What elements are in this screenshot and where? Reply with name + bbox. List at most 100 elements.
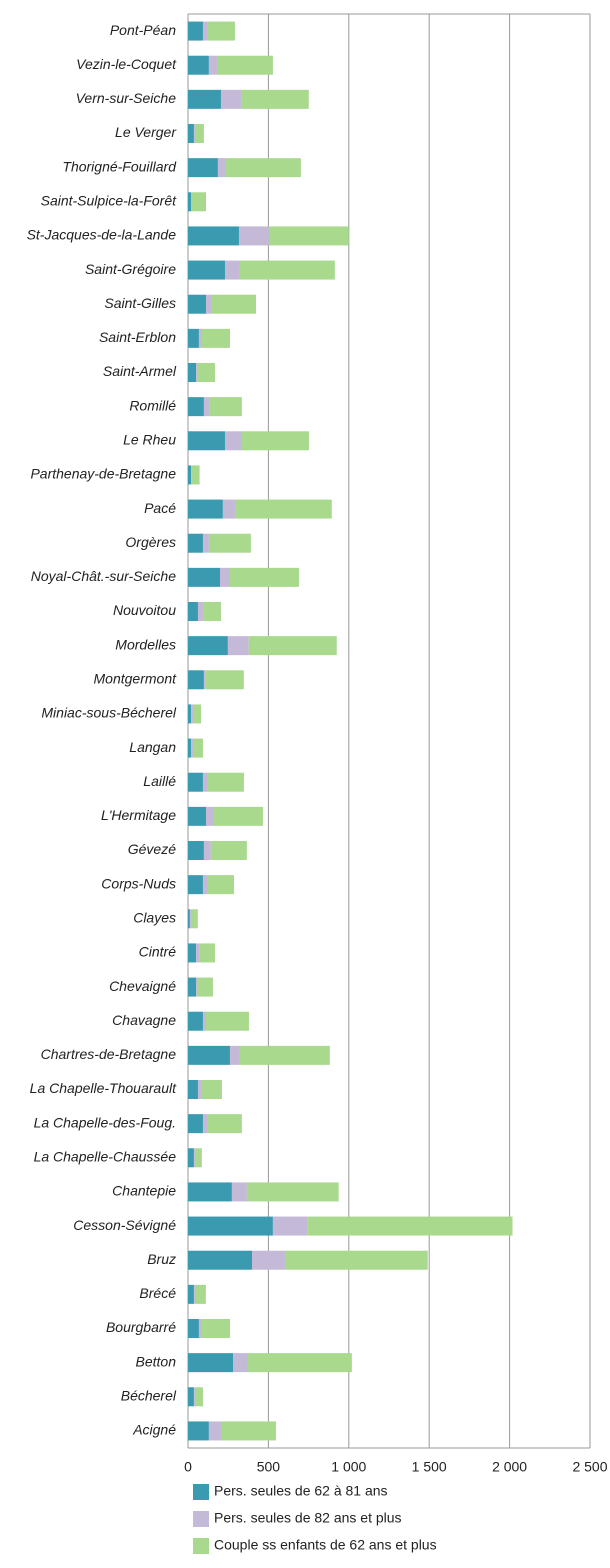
bar-segment	[188, 909, 190, 928]
y-tick-label: Bruz	[147, 1251, 176, 1267]
bar-segment	[195, 1148, 202, 1167]
bar-segment	[308, 1217, 513, 1236]
bar-segment	[191, 909, 198, 928]
bar-segment	[225, 261, 240, 280]
bar-segment	[188, 500, 223, 519]
bar-segment	[188, 397, 204, 416]
bar-segment	[188, 602, 198, 621]
y-tick-label: Corps-Nuds	[101, 875, 176, 891]
bar-segment	[188, 22, 203, 41]
bar-segment	[240, 1046, 330, 1065]
bar-segment	[203, 773, 207, 792]
y-tick-label: Orgères	[125, 534, 176, 550]
y-tick-label: Chantepie	[112, 1183, 176, 1199]
bar-segment	[199, 329, 202, 348]
bar-segment	[203, 534, 209, 553]
bar-segment	[206, 295, 211, 314]
bar-segment	[204, 670, 206, 689]
bar-segment	[198, 363, 215, 382]
bar-segment	[195, 1285, 206, 1304]
y-tick-label: Thorigné-Fouillard	[62, 158, 177, 174]
bar-segment	[211, 295, 256, 314]
bar-segment	[192, 192, 206, 211]
bar-segment	[201, 1080, 222, 1099]
y-tick-label: Le Verger	[115, 124, 177, 140]
y-tick-label: Vezin-le-Coquet	[76, 56, 177, 72]
y-tick-label: Montgermont	[94, 670, 178, 686]
bar-segment	[269, 226, 349, 245]
bar-segment	[188, 192, 191, 211]
y-tick-label: Bécherel	[121, 1387, 177, 1403]
bar-segment	[221, 90, 242, 109]
bar-segment	[204, 397, 210, 416]
y-tick-label: La Chapelle-des-Foug.	[34, 1114, 176, 1130]
bar-segment	[191, 739, 193, 758]
bar-segment	[188, 943, 196, 962]
bar-segment	[188, 773, 203, 792]
y-tick-label: Nouvoitou	[113, 602, 176, 618]
y-tick-label: Bourgbarré	[106, 1319, 176, 1335]
bar-segment	[247, 1353, 352, 1372]
bar-segment	[188, 704, 191, 723]
bar-segment	[206, 807, 214, 826]
x-tick-label: 2 500	[572, 1459, 607, 1475]
y-tick-label: Noyal-Chât.-sur-Seiche	[31, 568, 176, 584]
bar-segment	[249, 636, 337, 655]
bar-segment	[188, 295, 206, 314]
y-tick-label: Pont-Péan	[110, 22, 176, 38]
y-tick-label: Chavagne	[112, 1012, 176, 1028]
legend-swatch	[193, 1538, 209, 1554]
bar-segment	[232, 1182, 247, 1201]
bar-segment	[188, 1046, 230, 1065]
bar-segment	[198, 1080, 201, 1099]
bar-segment	[230, 568, 299, 587]
y-tick-label: La Chapelle-Thouarault	[30, 1080, 177, 1096]
y-tick-label: La Chapelle-Chaussée	[34, 1148, 177, 1164]
bar-segment	[228, 636, 249, 655]
bar-segment	[218, 158, 225, 177]
bar-segment	[194, 1285, 195, 1304]
bar-segment	[188, 739, 191, 758]
bar-segment	[210, 397, 242, 416]
bar-segment	[203, 1114, 208, 1133]
bar-segment	[225, 431, 242, 450]
bar-segment	[188, 226, 239, 245]
bar-segment	[240, 261, 335, 280]
bar-segment	[188, 363, 196, 382]
x-tick-label: 1 500	[412, 1459, 447, 1475]
bar-segment	[188, 1353, 233, 1372]
bar-segment	[206, 670, 244, 689]
bar-segment	[209, 1421, 221, 1440]
x-tick-label: 1 000	[331, 1459, 366, 1475]
bar-segment	[188, 875, 203, 894]
y-tick-label: Miniac-sous-Bécherel	[41, 705, 176, 721]
bar-segment	[239, 226, 269, 245]
x-tick-label: 2 000	[492, 1459, 527, 1475]
bar-segment	[211, 841, 247, 860]
y-tick-label: Betton	[136, 1353, 177, 1369]
bar-segment	[203, 1012, 206, 1031]
bar-segment	[247, 1182, 339, 1201]
bar-segment	[188, 568, 220, 587]
bar-segment	[188, 534, 203, 553]
y-tick-label: Acigné	[132, 1422, 176, 1438]
y-tick-label: St-Jacques-de-la-Lande	[27, 227, 177, 243]
bar-segment	[203, 22, 208, 41]
bar-segment	[204, 841, 211, 860]
y-tick-label: Saint-Erblon	[99, 329, 176, 345]
bar-segment	[208, 1114, 242, 1133]
y-tick-label: Romillé	[129, 397, 176, 413]
y-tick-label: Mordelles	[115, 636, 176, 652]
bar-segment	[199, 1319, 202, 1338]
bar-segment	[194, 124, 195, 143]
bar-segment	[209, 534, 251, 553]
bar-segment	[207, 875, 234, 894]
bar-segment	[285, 1251, 428, 1270]
bar-segment	[252, 1251, 285, 1270]
bar-segment	[207, 773, 244, 792]
bar-segment	[193, 739, 203, 758]
bar-segment	[190, 909, 191, 928]
bar-segment	[188, 978, 196, 997]
bar-segment	[188, 431, 225, 450]
bar-segment	[202, 329, 230, 348]
